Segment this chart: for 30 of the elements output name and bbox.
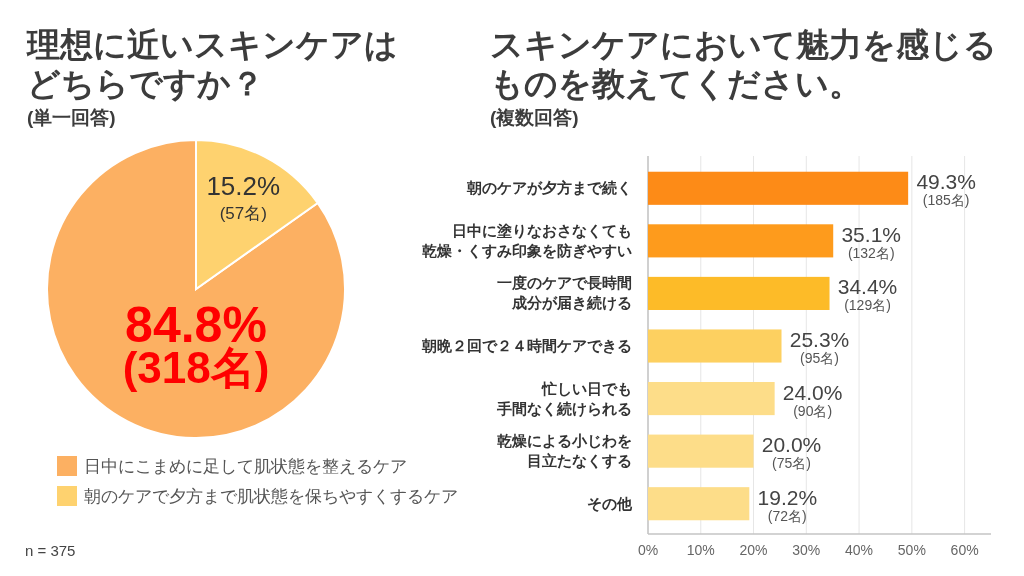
data-label: 34.4% (129名) [837,275,898,314]
category-label: 日中に塗りなおさなくても乾燥・くすみ印象を防ぎやすい [422,221,632,259]
tick-label: 20% [739,542,768,558]
tick-label: 60% [950,542,979,558]
category-label: 忙しい日でも手間なく続けられる [497,379,632,417]
data-label: 24.0% (90名) [782,380,843,419]
subtitle: (複数回答) [490,107,579,128]
tick-label: 50% [897,542,926,558]
legend-item: 朝のケアで夕方まで肌状態を保ちやすくするケア [57,486,458,506]
category-label: その他 [587,494,632,512]
data-label: 19.2% (72名) [757,485,818,524]
data-label: 15.2% (57名) [206,170,281,223]
data-label: 84.8% (318名) [122,297,270,393]
data-label: 35.1% (132名) [841,222,901,261]
tick-label: 0% [637,542,659,558]
tick-label: 40% [845,542,874,558]
title: 理想に近いスキンケアはどちらですか？ [27,26,398,102]
category-label: 朝のケアが夕方まで続く [467,179,632,197]
annotation: n = 375 [25,542,76,559]
data-label: 49.3% (185名) [916,170,976,209]
tick-label: 10% [686,542,715,558]
title: スキンケアにおいて魅力を感じるものを教えてください。 [490,26,997,102]
data-label: 25.3% (95名) [789,328,850,366]
category-label: 朝晩２回で２４時間ケアできる [422,337,632,354]
category-label: 乾燥による小じわを目立たなくする [497,432,632,470]
tick-label: 30% [792,542,821,558]
data-label: 20.0% (75名) [761,433,822,472]
legend-item: 日中にこまめに足して肌状態を整えるケア [57,456,407,476]
subtitle: (単一回答) [27,107,116,128]
category-label: 一度のケアで長時間成分が届き続ける [497,274,632,312]
